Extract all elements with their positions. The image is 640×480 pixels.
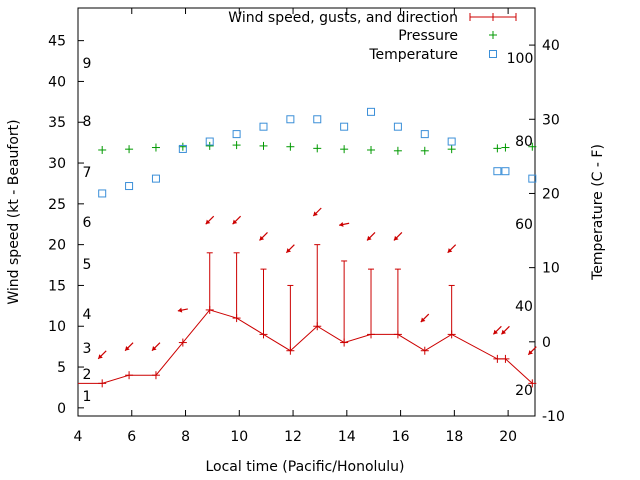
y2-tick-label: 30 — [542, 112, 560, 128]
beaufort-label: 3 — [83, 341, 92, 357]
y2-tick-label: 20 — [542, 186, 560, 202]
wind-direction-arrowhead — [313, 211, 318, 216]
fahrenheit-label: 60 — [515, 217, 533, 233]
temperature-point — [232, 130, 241, 139]
y2-tick-label: -10 — [542, 409, 565, 425]
temperature-point — [340, 122, 349, 131]
y-tick-label: 20 — [48, 238, 66, 254]
fahrenheit-label: 80 — [515, 134, 533, 150]
wind-speed-line — [78, 309, 533, 384]
y-axis-title: Wind speed (kt - Beaufort) — [6, 119, 22, 304]
data-series — [78, 107, 537, 388]
y2-tick-label: 40 — [542, 38, 560, 54]
x-tick-label: 8 — [181, 429, 190, 445]
temperature-point — [259, 122, 268, 131]
x-axis-title: Local time (Pacific/Honolulu) — [205, 459, 404, 475]
beaufort-label: 2 — [83, 367, 92, 383]
wind-direction-arrowhead — [447, 248, 453, 253]
beaufort-label: 4 — [83, 307, 92, 323]
legend-label-wind: Wind speed, gusts, and direction — [228, 10, 458, 26]
wind-direction-arrowhead — [98, 354, 103, 359]
wind-direction-arrowhead — [493, 329, 498, 335]
x-tick-label: 16 — [392, 429, 410, 445]
x-tick-label: 20 — [499, 429, 517, 445]
beaufort-label: 7 — [83, 165, 92, 181]
wind-direction-arrowhead — [125, 346, 130, 351]
beaufort-label: 8 — [83, 114, 92, 130]
y-tick-label: 15 — [48, 278, 66, 294]
y-tick-label: 35 — [48, 115, 66, 131]
temperature-point — [420, 130, 429, 139]
x-tick-label: 4 — [74, 429, 83, 445]
y2-tick-label: 10 — [542, 261, 560, 277]
legend-label-temperature: Temperature — [368, 47, 458, 63]
x-tick-label: 14 — [338, 429, 356, 445]
y-tick-label: 5 — [57, 360, 66, 376]
temperature-point — [493, 167, 502, 176]
legend-swatch-temperature — [489, 50, 497, 58]
temperature-point — [286, 115, 295, 124]
y-tick-label: 30 — [48, 156, 66, 172]
wind-direction-arrowhead — [259, 235, 265, 241]
y-tick-label: 45 — [48, 34, 66, 50]
x-tick-label: 6 — [127, 429, 136, 445]
y-tick-label: 40 — [48, 74, 66, 90]
temperature-point — [501, 167, 510, 176]
wind-direction-arrowhead — [528, 350, 533, 355]
wind-direction-arrowhead — [367, 235, 372, 241]
temperature-point — [98, 189, 107, 198]
temperature-point — [528, 174, 537, 183]
y-tick-label: 10 — [48, 319, 66, 335]
y2-axis-title: Temperature (C - F) — [590, 144, 606, 281]
y-tick-label: 0 — [57, 401, 66, 417]
legend: Wind speed, gusts, and direction Pressur… — [228, 10, 517, 63]
wind-direction-arrowhead — [177, 307, 183, 313]
wind-direction-arrowhead — [205, 219, 211, 225]
wind-direction-arrowhead — [393, 235, 399, 241]
legend-swatch-wind — [469, 13, 517, 21]
wind-direction-arrowhead — [339, 222, 344, 227]
temperature-point — [178, 144, 187, 153]
x-tick-label: 10 — [230, 429, 248, 445]
beaufort-label: 5 — [83, 257, 92, 273]
y2-tick-label: 0 — [542, 335, 551, 351]
beaufort-label: 6 — [83, 215, 92, 231]
y-tick-label: 25 — [48, 197, 66, 213]
temperature-point — [151, 174, 160, 183]
wind-direction-arrowhead — [501, 329, 507, 335]
plot-frame — [77, 7, 536, 417]
temperature-point — [447, 137, 456, 146]
wind-direction-arrowhead — [232, 219, 238, 225]
temperature-point — [313, 115, 322, 124]
x-tick-label: 18 — [445, 429, 463, 445]
wind-direction-arrowhead — [420, 317, 426, 323]
legend-swatch-pressure — [489, 31, 497, 39]
legend-label-pressure: Pressure — [398, 28, 458, 44]
beaufort-label: 9 — [83, 56, 92, 72]
fahrenheit-label: 40 — [515, 299, 533, 315]
wind-direction-arrowhead — [151, 346, 157, 351]
temperature-point — [367, 107, 376, 116]
temperature-point — [125, 182, 134, 191]
axis-ticks: 4 6 8 10 12 14 16 18 20051015202530354045-100102… — [48, 8, 565, 445]
fahrenheit-label: 100 — [507, 51, 534, 67]
temperature-point — [205, 137, 214, 146]
x-tick-label: 12 — [284, 429, 302, 445]
temperature-point — [393, 122, 402, 131]
wind-direction-arrowhead — [286, 248, 291, 253]
fahrenheit-label: 20 — [515, 383, 533, 399]
beaufort-label: 1 — [83, 389, 92, 405]
